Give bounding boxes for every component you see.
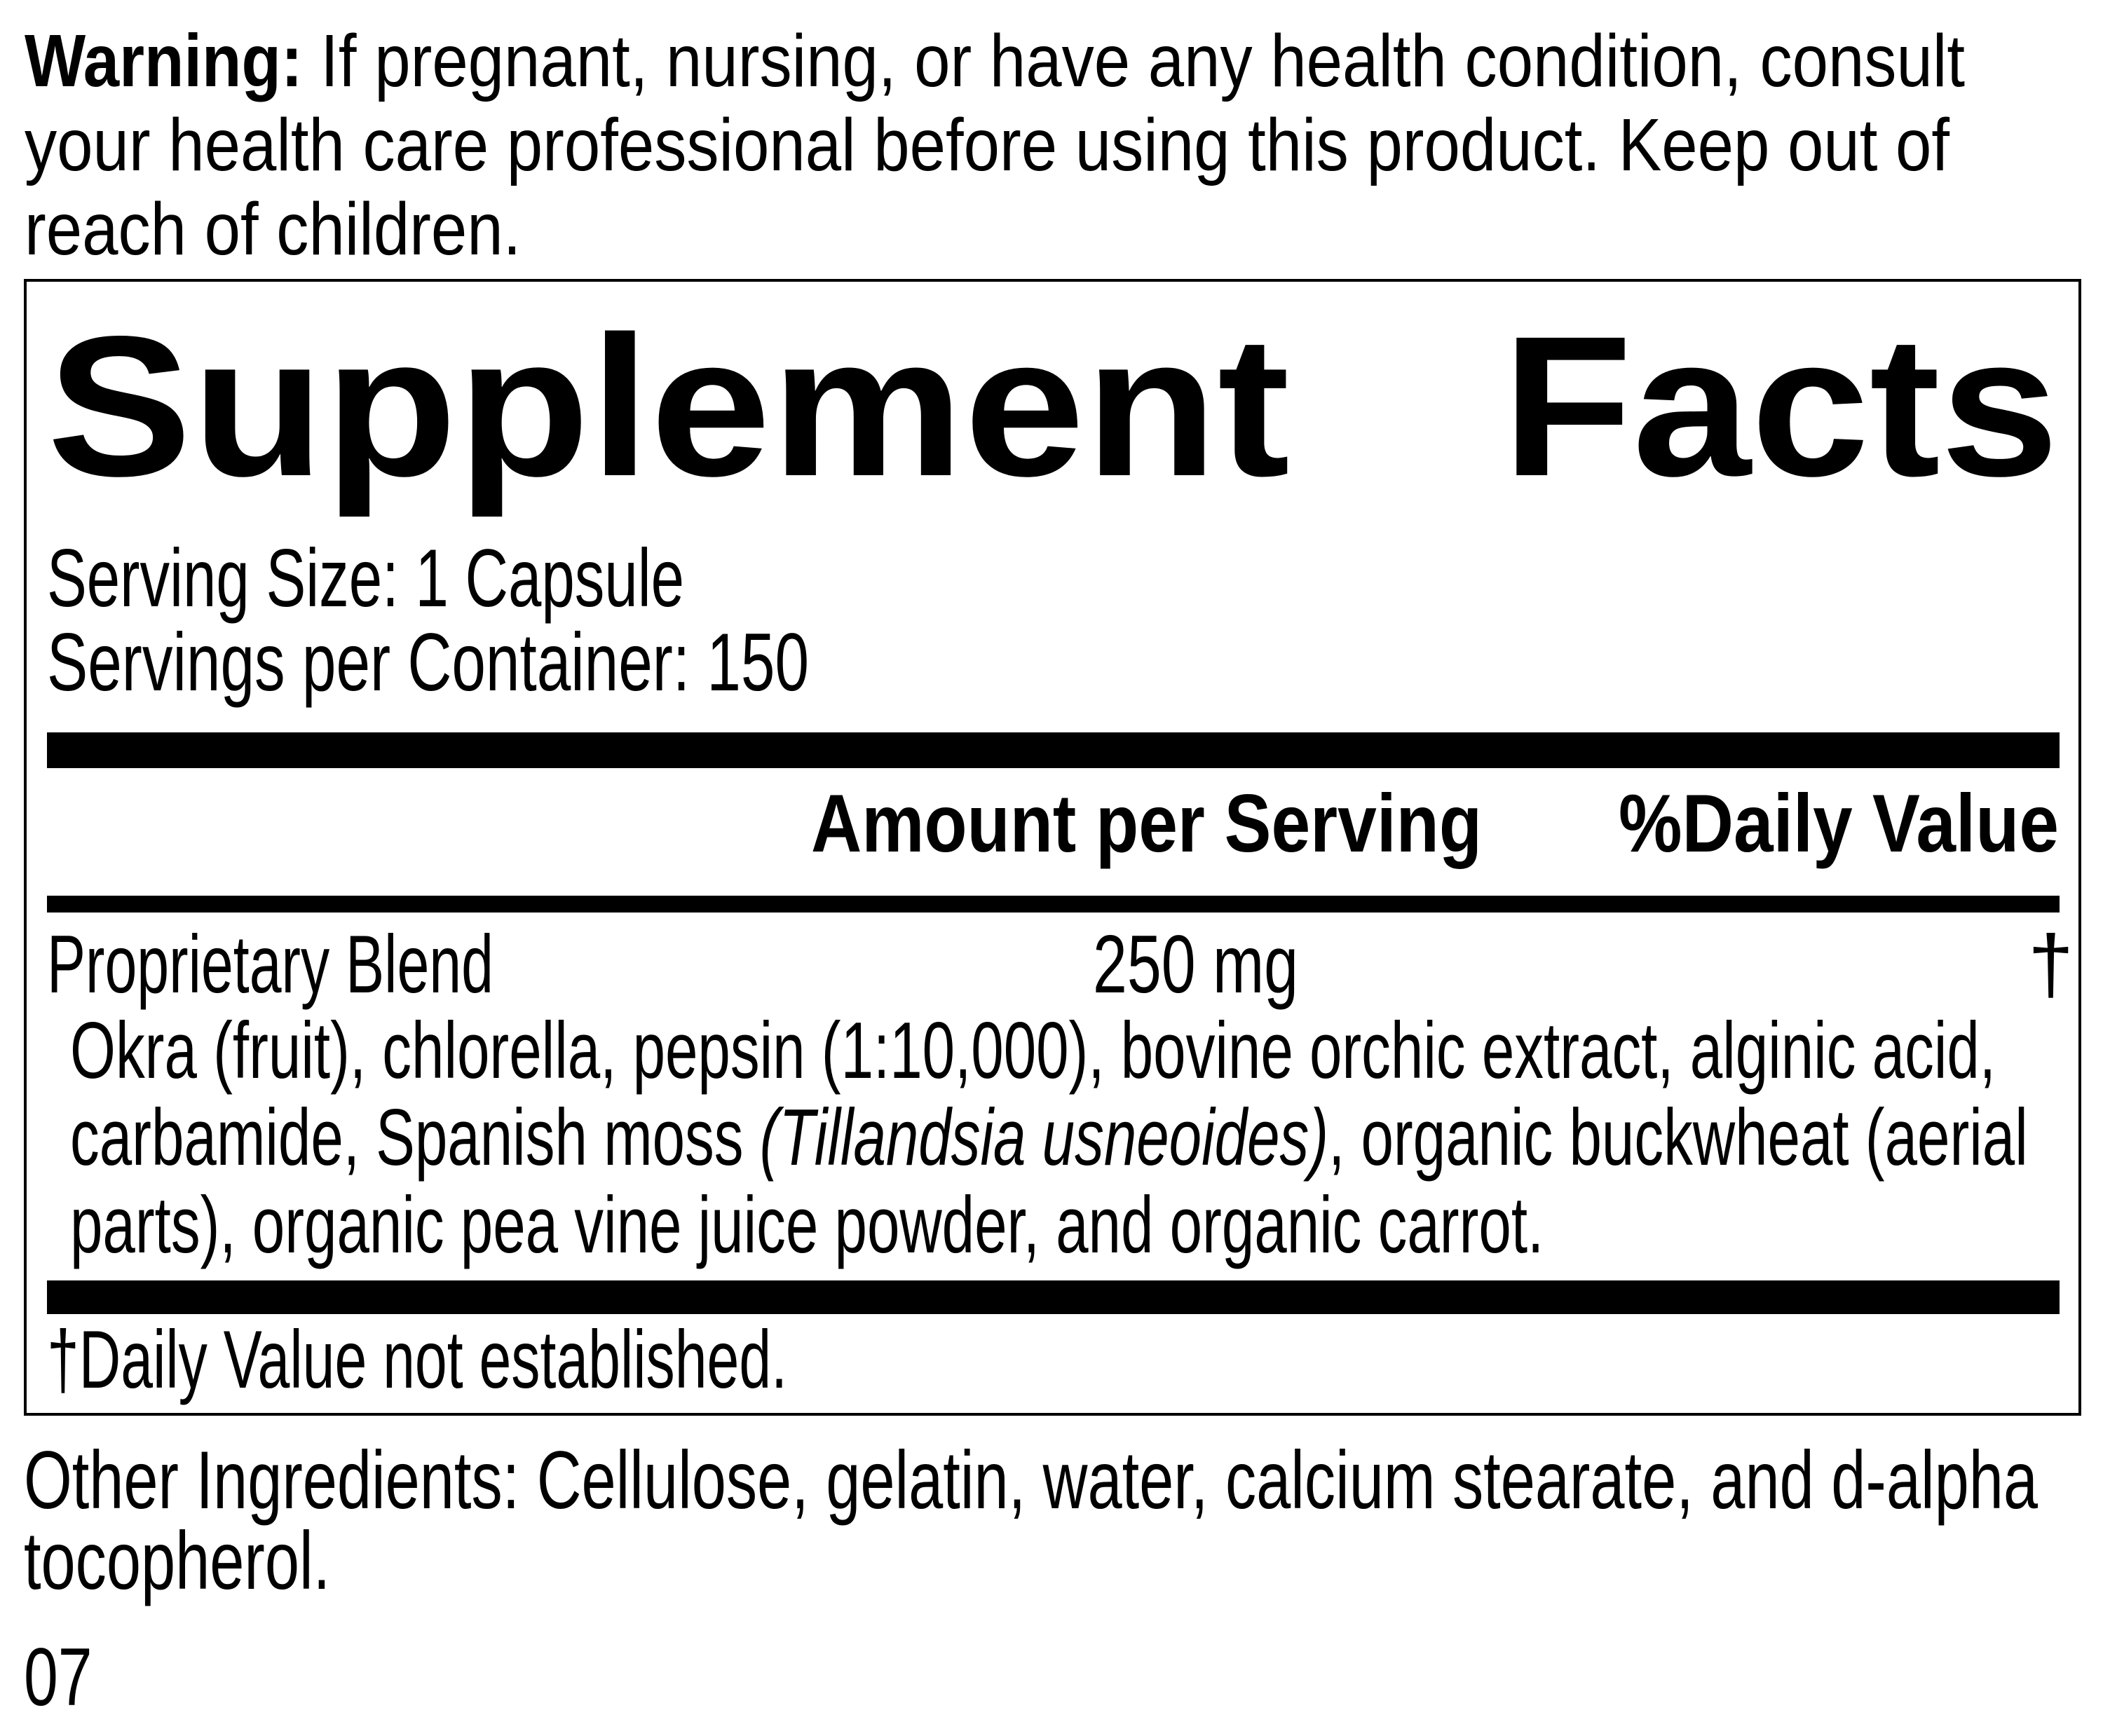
warning-line-1: Warning: If pregnant, nursing, or have a… (25, 24, 1965, 98)
row-daily-value: † (2028, 917, 2074, 1010)
footnote: †Daily Value not established. (47, 1313, 787, 1405)
warning-line-2: your health care professional before usi… (25, 104, 1950, 187)
warning-text: If pregnant, nursing, or have any health… (302, 20, 1966, 103)
header-daily-value: %Daily Value (1619, 777, 2059, 869)
ingredient-text: carbamide, Spanish moss (70, 1093, 760, 1183)
row-amount: 250 mg (1093, 917, 1298, 1010)
divider-thick-bottom (47, 1280, 2060, 1314)
divider-thick-top (47, 732, 2060, 768)
blend-ingredients-line-2: carbamide, Spanish moss (Tillandsia usne… (70, 1098, 2028, 1178)
warning-label: Warning: (25, 20, 303, 103)
facts-title-supplement: Supplement (47, 294, 1290, 518)
serving-size: Serving Size: 1 Capsule (47, 531, 684, 624)
divider-medium (47, 896, 2060, 913)
product-code: 07 (24, 1630, 93, 1723)
blend-ingredients-line-3: parts), organic pea vine juice powder, a… (70, 1181, 1544, 1271)
other-ingredients-line-2: tocopherol. (24, 1514, 331, 1606)
other-ingredients-line-1: Other Ingredients: Cellulose, gelatin, w… (24, 1433, 2038, 1526)
ingredient-text: , organic buckwheat (aerial (1328, 1093, 2028, 1183)
servings-per-container: Servings per Container: 150 (47, 615, 809, 708)
supplement-facts-panel (24, 279, 2081, 1416)
row-name: Proprietary Blend (47, 917, 494, 1010)
facts-title-facts: Facts (1502, 294, 2059, 518)
ingredient-latin-name: (Tillandsia usneoides) (759, 1093, 1329, 1183)
blend-ingredients-line-1: Okra (fruit), chlorella, pepsin (1:10,00… (70, 1006, 1996, 1096)
header-amount-per-serving: Amount per Serving (811, 777, 1482, 869)
warning-line-3: reach of children. (25, 188, 522, 271)
